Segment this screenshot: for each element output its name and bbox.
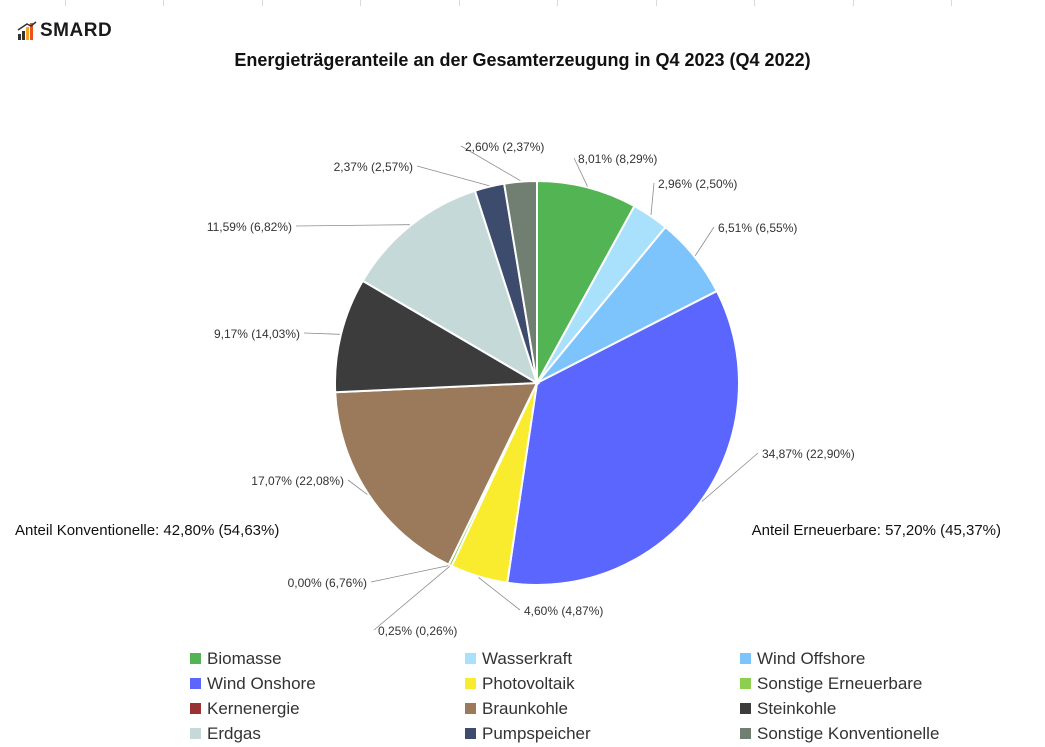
leader-line-kernenergie <box>370 565 449 583</box>
legend-label: Sonstige Konventionelle <box>757 723 940 743</box>
data-label-sonstige-erneuerbare: 0,25% (0,26%) <box>378 624 457 638</box>
pie-slice-braunkohle <box>334 381 539 567</box>
legend-swatch <box>465 653 476 664</box>
leader-line-photovoltaik <box>478 577 521 611</box>
legend-item-pumpspeicher[interactable]: Pumpspeicher <box>465 722 740 745</box>
legend-label: Steinkohle <box>757 698 837 718</box>
data-label-photovoltaik: 4,60% (4,87%) <box>524 604 603 618</box>
legend-item-sonstige-konventionelle[interactable]: Sonstige Konventionelle <box>740 722 1010 745</box>
legend-item-wasserkraft[interactable]: Wasserkraft <box>465 647 740 670</box>
legend-item-kernenergie[interactable]: Kernenergie <box>190 697 465 720</box>
leader-line-wind-onshore <box>701 452 759 502</box>
pie-slice-erdgas <box>361 189 539 386</box>
legend-item-photovoltaik[interactable]: Photovoltaik <box>465 672 740 695</box>
legend-swatch <box>190 703 201 714</box>
leader-line-erdgas <box>295 224 410 227</box>
legend-label: Wind Offshore <box>757 648 866 668</box>
annotation-erneuerbare: Anteil Erneuerbare: 57,20% (45,37%) <box>752 522 1001 539</box>
smard-logo: SMARD <box>17 20 112 42</box>
legend-swatch <box>465 678 476 689</box>
pie-slice-biomasse <box>536 179 636 384</box>
legend-label: Braunkohle <box>482 698 569 718</box>
bar-chart-logo-icon <box>17 21 37 40</box>
legend-label: Wind Onshore <box>207 673 316 693</box>
pie-slice-wind-onshore <box>506 289 740 586</box>
top-gridlines <box>0 0 1045 8</box>
leader-line-steinkohle <box>303 332 340 335</box>
chart-title: Energieträgeranteile an der Gesamterzeug… <box>234 50 811 70</box>
legend-swatch <box>465 728 476 739</box>
data-label-erdgas: 11,59% (6,82%) <box>207 220 292 234</box>
leader-line-braunkohle <box>347 479 368 495</box>
annotation-konventionelle: Anteil Konventionelle: 42,80% (54,63%) <box>15 522 279 539</box>
leader-line-pumpspeicher <box>416 165 490 187</box>
data-label-wasserkraft: 2,96% (2,50%) <box>658 177 737 191</box>
data-label-braunkohle: 17,07% (22,08%) <box>251 474 344 488</box>
legend-item-braunkohle[interactable]: Braunkohle <box>465 697 740 720</box>
legend-label: Erdgas <box>207 723 261 743</box>
leader-line-wind-offshore <box>694 226 715 257</box>
legend-item-sonstige-erneuerbare[interactable]: Sonstige Erneuerbare <box>740 672 1010 695</box>
leader-line-sonstige-konventionelle <box>460 145 521 182</box>
legend-item-wind-offshore[interactable]: Wind Offshore <box>740 647 1010 670</box>
legend-item-steinkohle[interactable]: Steinkohle <box>740 697 1010 720</box>
chart-legend: Biomasse Wasserkraft Wind Offshore Wind Ons… <box>190 647 1010 745</box>
legend-label: Wasserkraft <box>482 648 573 668</box>
pie-slice-sonstige-konventionelle <box>503 179 538 384</box>
leader-line-biomasse <box>573 157 588 187</box>
pie-chart: 8,01% (8,29%)2,96% (2,50%) 6,51% (6,55%) 3… <box>15 140 1001 638</box>
logo-text: SMARD <box>40 20 113 41</box>
legend-swatch <box>740 703 751 714</box>
legend-label: Photovoltaik <box>482 673 575 693</box>
data-label-steinkohle: 9,17% (14,03%) <box>214 327 300 341</box>
legend-swatch <box>190 728 201 739</box>
legend-swatch <box>190 678 201 689</box>
data-label-wind-offshore: 6,51% (6,55%) <box>718 221 797 235</box>
legend-swatch <box>740 653 751 664</box>
legend-item-biomasse[interactable]: Biomasse <box>190 647 465 670</box>
data-label-kernenergie: 0,00% (6,76%) <box>288 576 367 590</box>
legend-swatch <box>190 653 201 664</box>
data-label-sonstige-konventionelle: 2,60% (2,37%) <box>465 140 544 154</box>
legend-label: Biomasse <box>207 648 282 668</box>
legend-item-wind-onshore[interactable]: Wind Onshore <box>190 672 465 695</box>
legend-swatch <box>740 728 751 739</box>
legend-label: Sonstige Erneuerbare <box>757 673 923 693</box>
legend-label: Pumpspeicher <box>482 723 591 743</box>
legend-swatch <box>465 703 476 714</box>
pie-slice-steinkohle <box>334 279 541 394</box>
legend-item-erdgas[interactable]: Erdgas <box>190 722 465 745</box>
legend-swatch <box>740 678 751 689</box>
data-label-pumpspeicher: 2,37% (2,57%) <box>334 160 413 174</box>
leader-line-sonstige-erneuerbare <box>373 565 450 631</box>
leader-line-wasserkraft <box>650 182 655 216</box>
data-label-wind-onshore: 34,87% (22,90%) <box>762 447 855 461</box>
legend-label: Kernenergie <box>207 698 300 718</box>
data-label-biomasse: 8,01% (8,29%) <box>578 152 657 166</box>
